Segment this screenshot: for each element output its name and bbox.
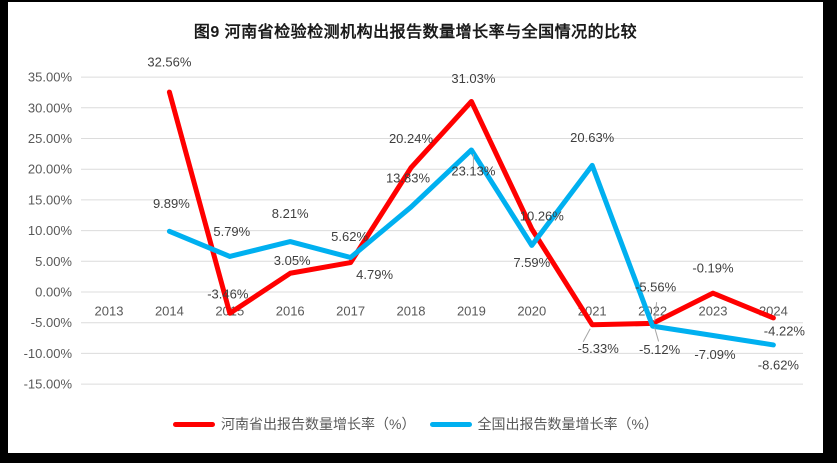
svg-text:7.59%: 7.59% [513,255,550,270]
svg-text:20.63%: 20.63% [570,130,615,145]
svg-text:-5.56%: -5.56% [635,280,677,295]
svg-text:15.00%: 15.00% [28,192,73,207]
svg-text:-15.00%: -15.00% [24,377,73,392]
legend-swatch-henan [173,421,216,427]
legend-swatch-national [429,421,472,427]
svg-text:0.00%: 0.00% [35,285,72,300]
svg-text:-5.33%: -5.33% [578,341,620,356]
svg-text:9.89%: 9.89% [153,196,190,211]
svg-text:20.00%: 20.00% [28,162,73,177]
x-axis-labels: 2013 2014 2015 2016 2017 2018 2019 2020 2021 2022… [95,304,788,319]
svg-text:-0.19%: -0.19% [692,261,734,276]
svg-text:5.79%: 5.79% [213,224,250,239]
svg-text:-10.00%: -10.00% [24,346,73,361]
chart-legend: 河南省出报告数量增长率（%） 全国出报告数量增长率（%） [8,414,823,434]
legend-label-henan: 河南省出报告数量增长率（%） [221,416,416,432]
svg-text:30.00%: 30.00% [28,100,73,115]
svg-text:2013: 2013 [95,304,124,319]
national-series-line [166,147,776,348]
henan-province-data-labels: 32.56% -3.46% 3.05% 4.79% 20.24% 31.03% 10.26%… [147,55,805,357]
svg-text:10.26%: 10.26% [520,209,565,224]
svg-text:3.05%: 3.05% [274,253,311,268]
legend-item-henan: 河南省出报告数量增长率（%） [173,414,416,434]
svg-text:-5.12%: -5.12% [639,342,681,357]
y-axis-labels: 35.00% 30.00% 25.00% 20.00% 15.00% 10.00% 5.00… [24,70,73,392]
svg-text:2018: 2018 [397,304,426,319]
svg-text:2016: 2016 [276,304,305,319]
svg-text:35.00%: 35.00% [28,70,73,85]
legend-item-national: 全国出报告数量增长率（%） [429,414,658,434]
chart-title: 图9 河南省检验检测机构出报告数量增长率与全国情况的比较 [193,24,638,41]
chart-canvas: 图9 河南省检验检测机构出报告数量增长率与全国情况的比较 35.00% 30.00… [8,2,823,453]
svg-text:2014: 2014 [155,304,184,319]
svg-text:20.24%: 20.24% [389,131,434,146]
svg-text:8.21%: 8.21% [272,206,309,221]
henan-province-series-line [166,89,776,328]
svg-text:4.79%: 4.79% [356,267,393,282]
national-data-labels: 9.89% 5.79% 8.21% 5.62% 13.83% 23.13% 7.59% 20.… [153,130,799,373]
svg-text:25.00%: 25.00% [28,131,73,146]
svg-text:5.00%: 5.00% [35,254,72,269]
svg-text:-8.62%: -8.62% [758,357,800,372]
svg-text:10.00%: 10.00% [28,223,73,238]
svg-text:2017: 2017 [336,304,365,319]
svg-text:-4.22%: -4.22% [764,323,806,338]
svg-text:-3.46%: -3.46% [207,287,249,302]
svg-text:5.62%: 5.62% [331,229,368,244]
label-leader-lines [472,153,660,342]
svg-text:32.56%: 32.56% [147,55,192,70]
gridlines [81,76,803,385]
svg-text:2019: 2019 [457,304,486,319]
svg-text:-7.09%: -7.09% [694,347,736,362]
svg-text:-5.00%: -5.00% [31,315,73,330]
svg-text:23.13%: 23.13% [451,163,496,178]
line-chart-plot: 35.00% 30.00% 25.00% 20.00% 15.00% 10.00% 5.00… [24,55,806,392]
svg-text:31.03%: 31.03% [451,71,496,86]
svg-text:13.83%: 13.83% [386,171,431,186]
svg-text:2020: 2020 [517,304,546,319]
svg-text:2023: 2023 [699,304,728,319]
legend-label-national: 全国出报告数量增长率（%） [477,416,658,432]
